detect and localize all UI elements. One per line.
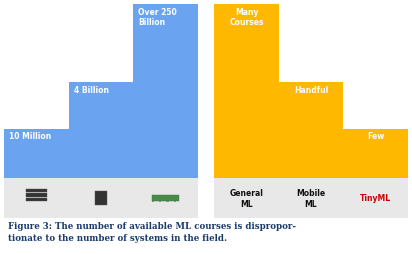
Bar — [173, 201, 176, 202]
Bar — [214, 178, 408, 218]
Bar — [69, 83, 133, 178]
Bar — [95, 191, 107, 205]
Bar — [4, 178, 198, 218]
Text: 4 Billion: 4 Billion — [74, 85, 109, 94]
Text: TinyML: TinyML — [360, 194, 391, 203]
Bar — [214, 5, 279, 178]
Bar — [343, 130, 408, 178]
Bar — [26, 198, 47, 201]
Text: Over 250
Billion: Over 250 Billion — [138, 8, 177, 27]
Bar — [152, 195, 179, 201]
Text: 10 Million: 10 Million — [9, 132, 52, 141]
Bar — [279, 83, 343, 178]
Bar — [4, 130, 69, 178]
Bar — [4, 5, 198, 178]
Bar — [26, 193, 47, 197]
Text: Many
Courses: Many Courses — [229, 8, 264, 27]
Bar — [214, 5, 408, 178]
Text: Mobile
ML: Mobile ML — [297, 188, 325, 208]
Bar — [166, 201, 169, 202]
Bar — [133, 5, 198, 178]
Bar — [152, 201, 154, 202]
Text: General
ML: General ML — [229, 188, 263, 208]
Bar — [26, 189, 47, 193]
Bar — [159, 201, 162, 202]
Text: Few: Few — [367, 132, 384, 141]
Text: Handful: Handful — [294, 85, 328, 94]
Text: Figure 3: The number of available ML courses is dispropor-
tionate to the number: Figure 3: The number of available ML cou… — [8, 221, 296, 242]
